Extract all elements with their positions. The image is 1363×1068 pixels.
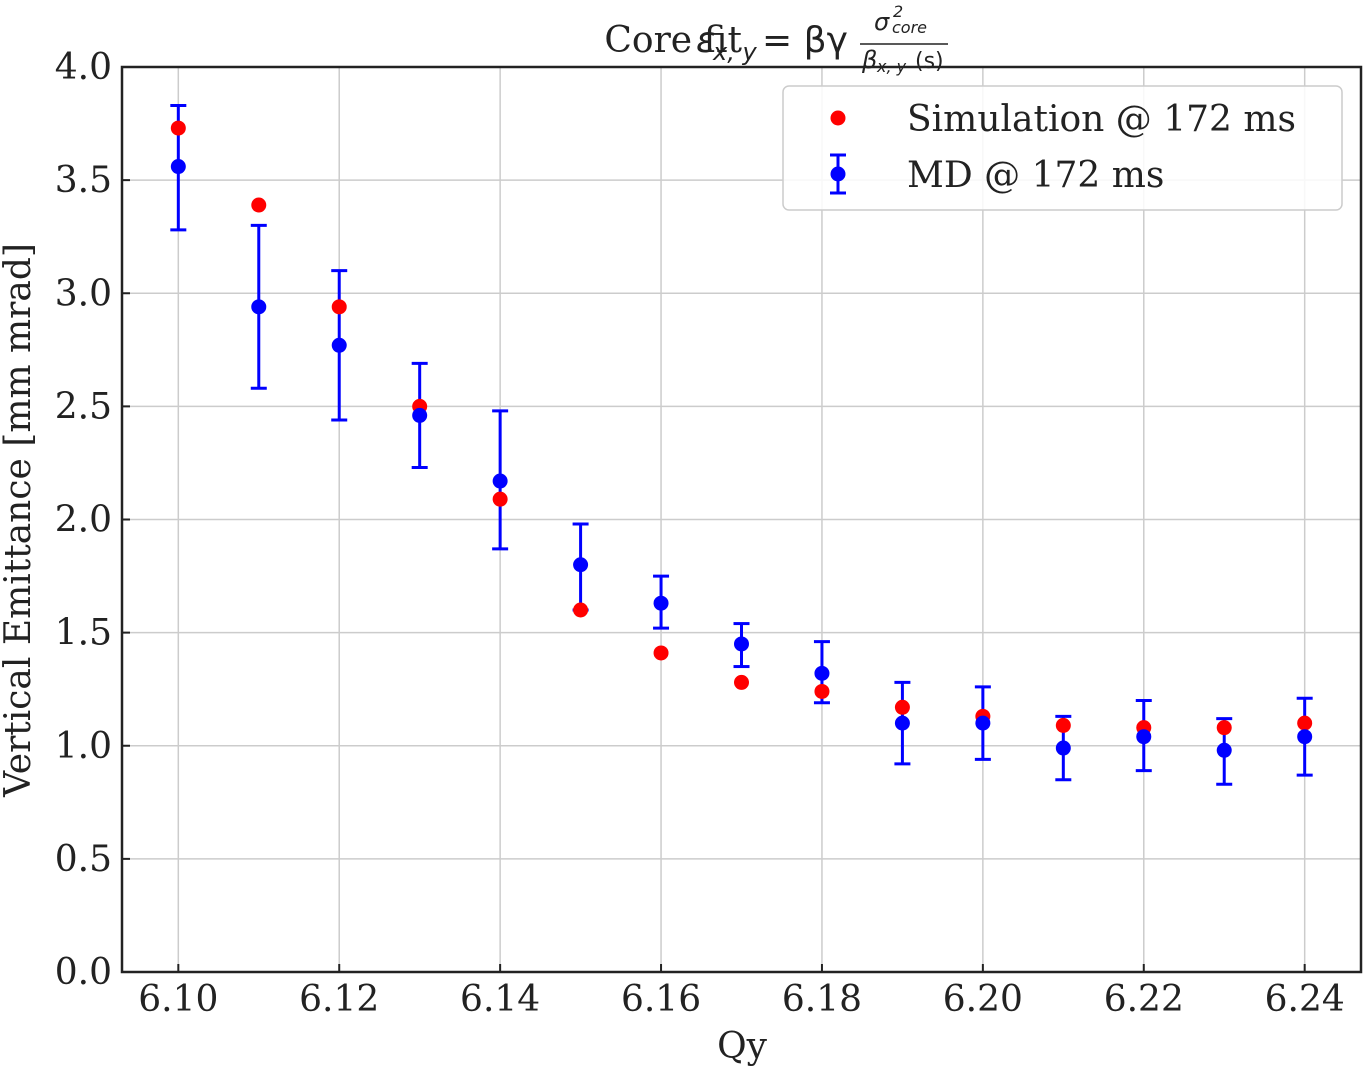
md-point: [653, 595, 669, 611]
svg-text:x, y: x, y: [712, 38, 757, 66]
chart-title: Core fit: [604, 20, 742, 61]
md-point: [170, 159, 186, 175]
svg-text:β: β: [861, 46, 877, 74]
title-denominator-tail: (s): [915, 49, 944, 74]
simulation-point: [653, 645, 669, 661]
y-tick-label: 3.0: [55, 273, 112, 314]
simulation-point: [814, 683, 830, 699]
md-point: [412, 407, 428, 423]
y-tick-label: 0.0: [55, 952, 112, 993]
y-tick-label: 3.5: [55, 160, 112, 201]
md-point: [251, 299, 267, 315]
x-tick-label: 6.10: [138, 979, 218, 1020]
y-tick-label: 4.0: [55, 47, 112, 88]
md-point: [814, 665, 830, 681]
md-point: [1055, 740, 1071, 756]
title-numerator-sup: 2: [893, 2, 903, 21]
simulation-point: [331, 299, 347, 315]
md-point: [331, 337, 347, 353]
legend-marker-simulation: [830, 110, 846, 126]
simulation-point: [251, 197, 267, 213]
md-point: [1136, 729, 1152, 745]
x-axis-title: Qy: [717, 1026, 768, 1067]
ticks: 6.10 6.12 6.14 6.16 6.18 6.20 6.22 6.24 0.0 0.5 1.…: [55, 47, 1345, 1020]
svg-text:(s): (s): [915, 49, 944, 74]
legend: Simulation @ 172 ms MD @ 172 ms: [782, 85, 1343, 211]
legend-marker-md: [830, 153, 846, 195]
simulation-point: [170, 120, 186, 136]
x-tick-label: 6.18: [782, 979, 862, 1020]
data-marks: [170, 103, 1313, 786]
simulation-point: [492, 491, 508, 507]
legend-box: [782, 85, 1343, 211]
x-tick-label: 6.24: [1265, 979, 1345, 1020]
md-point: [492, 473, 508, 489]
svg-text:= βγ: = βγ: [762, 20, 848, 61]
md-point: [975, 715, 991, 731]
x-tick-label: 6.22: [1104, 979, 1184, 1020]
legend-label-md: MD @ 172 ms: [907, 155, 1164, 196]
y-tick-label: 0.5: [55, 839, 112, 880]
md-point: [894, 715, 910, 731]
svg-text:σ: σ: [874, 8, 890, 36]
simulation-point: [573, 602, 589, 618]
title-equals: = βγ: [762, 20, 848, 61]
title-numerator: σ: [874, 8, 890, 36]
x-tick-label: 6.14: [460, 979, 540, 1020]
svg-text:2: 2: [893, 2, 903, 21]
simulation-point: [894, 699, 910, 715]
legend-label-simulation: Simulation @ 172 ms: [907, 99, 1296, 140]
title-lhs-sub: x, y: [712, 38, 757, 66]
title-numerator-sub: core: [892, 18, 927, 37]
y-axis-title: Vertical Emittance [mm mrad]: [0, 243, 39, 798]
simulation-point: [734, 674, 749, 690]
x-tick-label: 6.12: [299, 979, 379, 1020]
y-tick-label: 1.5: [55, 613, 112, 654]
simulation-point: [1297, 715, 1313, 731]
title-lhs: ε: [696, 20, 715, 61]
simulation-point: [1055, 717, 1071, 733]
chart-title-formula: ε x, y = βγ σ 2 core β x, y (s): [696, 2, 948, 76]
simulation-point: [1216, 720, 1232, 736]
y-tick-label: 2.0: [55, 500, 112, 541]
svg-text:ε: ε: [696, 20, 715, 61]
md-point: [1297, 729, 1313, 745]
md-point: [734, 636, 749, 652]
x-tick-label: 6.20: [943, 979, 1023, 1020]
y-tick-label: 1.0: [55, 726, 112, 767]
x-tick-label: 6.16: [621, 979, 701, 1020]
md-point: [573, 557, 589, 573]
y-tick-label: 2.5: [55, 386, 112, 427]
md-point: [1216, 742, 1232, 758]
title-denominator: β: [861, 46, 877, 74]
svg-text:core: core: [892, 18, 927, 37]
